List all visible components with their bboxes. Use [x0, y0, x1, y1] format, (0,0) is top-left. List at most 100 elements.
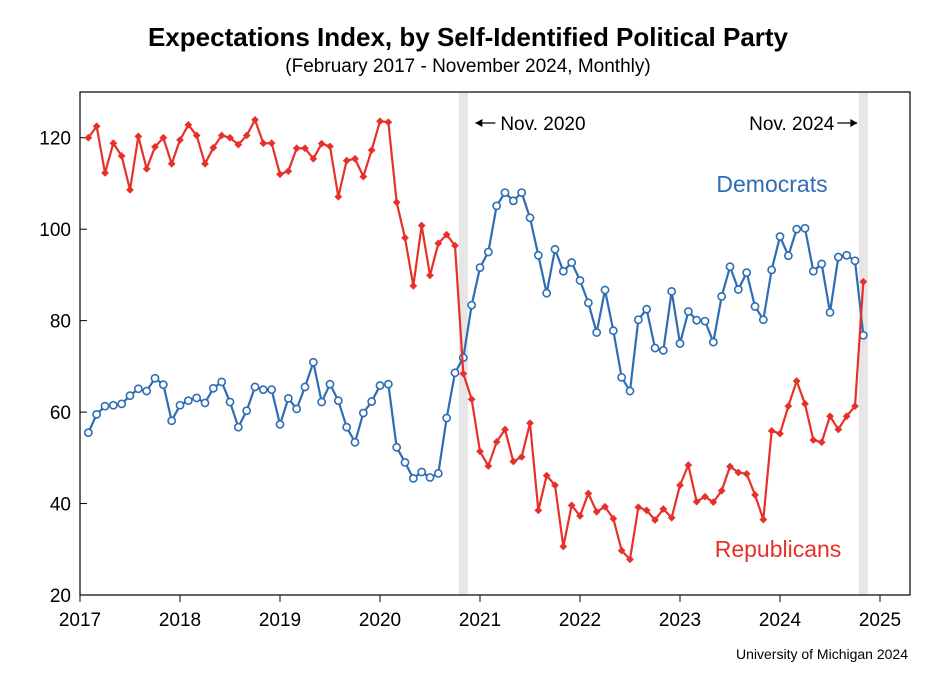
- data-point: [251, 116, 259, 124]
- x-tick-label: 2017: [59, 610, 101, 631]
- data-point: [384, 118, 393, 127]
- data-point: [375, 381, 385, 390]
- data-point: [734, 468, 743, 477]
- data-point: [709, 498, 718, 507]
- data-point: [250, 382, 260, 392]
- data-point: [492, 437, 501, 446]
- data-point: [617, 372, 627, 382]
- data-point: [367, 146, 376, 154]
- data-point: [717, 486, 726, 495]
- data-point: [658, 345, 668, 355]
- data-point: [567, 258, 577, 267]
- y-tick-label: 40: [50, 495, 71, 516]
- data-point: [675, 339, 685, 348]
- data-point: [583, 298, 593, 308]
- data-point: [692, 315, 702, 325]
- data-point: [783, 251, 793, 261]
- x-tick-label: 2022: [559, 610, 601, 631]
- data-point: [433, 468, 443, 478]
- x-tick-label: 2020: [359, 610, 401, 631]
- data-point: [825, 308, 835, 317]
- data-point: [467, 395, 476, 404]
- data-point: [158, 380, 168, 390]
- data-point: [567, 501, 576, 510]
- data-point: [542, 471, 551, 480]
- data-point: [659, 505, 668, 513]
- source-note: University of Michigan 2024: [736, 646, 908, 662]
- annotation-arrowhead-0: [475, 119, 483, 127]
- data-point: [592, 507, 601, 516]
- data-point: [609, 514, 618, 523]
- data-point: [842, 412, 851, 421]
- y-tick-label: 120: [39, 129, 71, 150]
- data-point: [234, 140, 243, 149]
- data-point: [417, 221, 426, 230]
- data-point: [151, 143, 159, 151]
- data-point: [276, 170, 284, 179]
- data-point: [376, 117, 384, 126]
- data-point: [667, 513, 676, 522]
- data-point: [367, 397, 377, 406]
- data-point: [542, 288, 552, 298]
- data-point: [150, 373, 160, 383]
- data-point: [233, 422, 243, 432]
- data-point: [776, 429, 784, 438]
- data-point: [201, 159, 209, 168]
- data-point: [708, 337, 718, 347]
- data-point: [576, 512, 584, 520]
- data-point: [175, 400, 185, 410]
- data-point: [242, 131, 251, 140]
- data-point: [508, 196, 518, 206]
- x-tick-label: 2019: [259, 610, 301, 631]
- data-point: [275, 420, 285, 429]
- data-point: [442, 413, 452, 423]
- data-point: [650, 343, 660, 353]
- data-point: [625, 386, 635, 396]
- data-point: [733, 285, 743, 294]
- data-point: [192, 131, 201, 140]
- data-point: [717, 292, 727, 301]
- data-point: [817, 259, 827, 269]
- plot-frame: [79, 91, 911, 596]
- data-point: [142, 164, 151, 173]
- data-point: [517, 453, 526, 461]
- data-point: [475, 263, 485, 272]
- data-point: [726, 462, 734, 471]
- data-point: [476, 447, 484, 456]
- data-point: [167, 416, 177, 426]
- data-point: [683, 307, 693, 316]
- x-tick-label: 2018: [159, 610, 201, 631]
- data-point: [558, 266, 568, 276]
- data-point: [217, 131, 226, 140]
- data-point: [467, 300, 477, 310]
- data-point: [351, 154, 359, 163]
- series-label-republicans: Republicans: [715, 536, 842, 562]
- data-point: [217, 377, 227, 387]
- data-point: [417, 467, 427, 477]
- data-point: [676, 481, 684, 490]
- data-point: [651, 516, 659, 524]
- data-point: [842, 250, 852, 260]
- data-point: [725, 262, 735, 272]
- data-point: [809, 436, 818, 444]
- data-point: [133, 384, 143, 394]
- data-point: [509, 457, 518, 466]
- data-point: [225, 397, 235, 407]
- data-point: [142, 386, 152, 396]
- data-point: [517, 188, 527, 197]
- data-point: [192, 393, 202, 403]
- data-point: [642, 304, 652, 314]
- data-point: [117, 152, 126, 160]
- data-point: [617, 546, 626, 555]
- data-point: [392, 442, 402, 452]
- series-line-republicans: [87, 118, 865, 561]
- data-point: [292, 404, 302, 414]
- data-point: [600, 285, 610, 295]
- data-point: [108, 400, 118, 410]
- data-point: [425, 473, 435, 482]
- series-line-democrats: [87, 191, 865, 480]
- data-point: [592, 328, 602, 337]
- data-point: [526, 419, 534, 427]
- data-point: [459, 369, 468, 378]
- data-point: [100, 401, 110, 411]
